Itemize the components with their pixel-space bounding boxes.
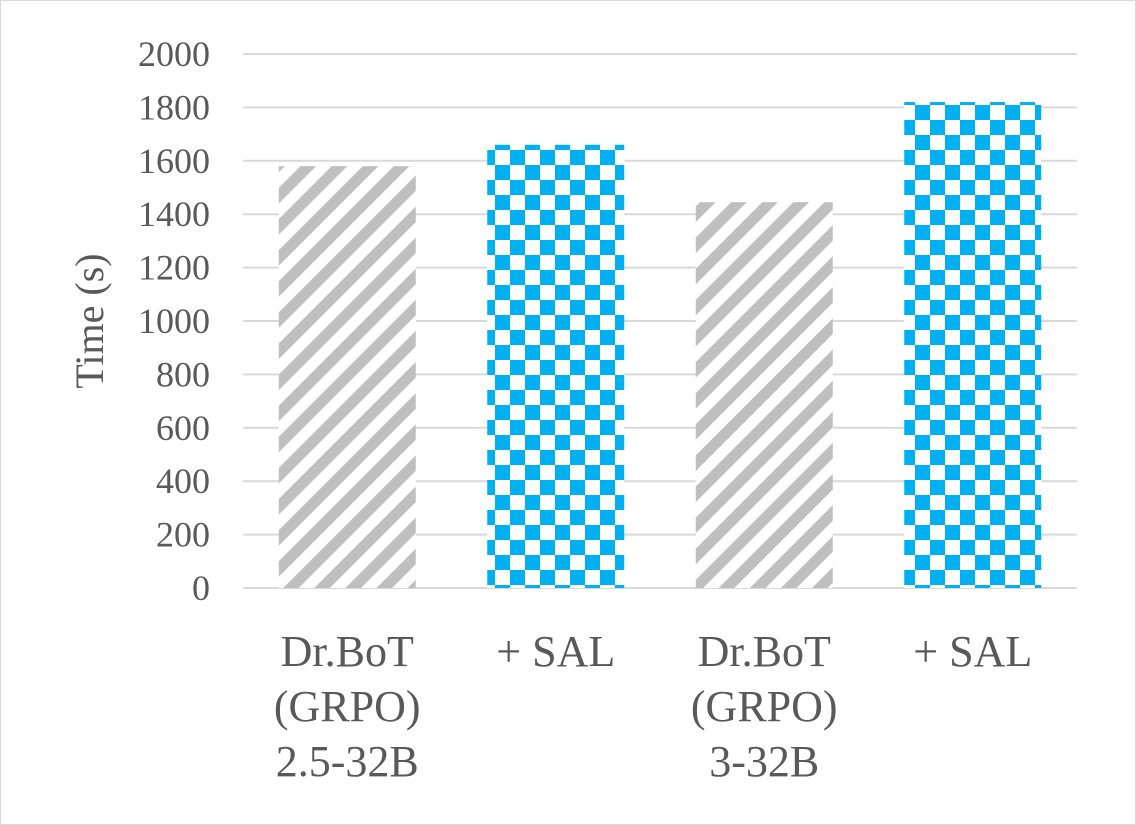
x-category-label: + SAL <box>496 627 615 676</box>
y-tick-label: 1200 <box>138 248 210 288</box>
x-category-label: + SAL <box>913 627 1032 676</box>
x-category-label-line: 2.5-32B <box>276 737 419 786</box>
bar <box>695 202 833 588</box>
y-tick-label: 1600 <box>138 141 210 181</box>
y-tick-label: 1000 <box>138 301 210 341</box>
x-category-label: Dr.BoT (GRPO) 2.5-32B <box>274 627 421 786</box>
y-tick-label: 600 <box>156 408 210 448</box>
x-category-labels: Dr.BoT (GRPO) 2.5-32B + SAL Dr.BoT (GRPO) 3-32… <box>274 627 1032 786</box>
x-category-label-line: + SAL <box>496 627 615 676</box>
y-tick-label: 200 <box>156 515 210 555</box>
x-category-label-line: Dr.BoT <box>281 627 414 676</box>
x-category-label-line: 3-32B <box>709 737 819 786</box>
bar <box>278 166 416 588</box>
y-tick-labels: 0 200 400 600 800 1000 1200 1400 1600 1800 2000 <box>138 34 210 608</box>
y-tick-label: 800 <box>156 354 210 394</box>
x-category-label: Dr.BoT (GRPO) 3-32B <box>691 627 838 786</box>
y-tick-label: 400 <box>156 461 210 501</box>
y-tick-label: 1400 <box>138 194 210 234</box>
bar <box>904 102 1042 588</box>
bar <box>487 144 625 588</box>
x-category-label-line: (GRPO) <box>274 682 421 731</box>
x-category-label-line: Dr.BoT <box>698 627 831 676</box>
y-tick-label: 0 <box>192 568 210 608</box>
y-tick-label: 1800 <box>138 87 210 127</box>
x-category-label-line: (GRPO) <box>691 682 838 731</box>
y-tick-label: 2000 <box>138 34 210 74</box>
bars <box>278 102 1042 588</box>
x-category-label-line: + SAL <box>913 627 1032 676</box>
y-axis-label: Time (s) <box>67 253 112 388</box>
